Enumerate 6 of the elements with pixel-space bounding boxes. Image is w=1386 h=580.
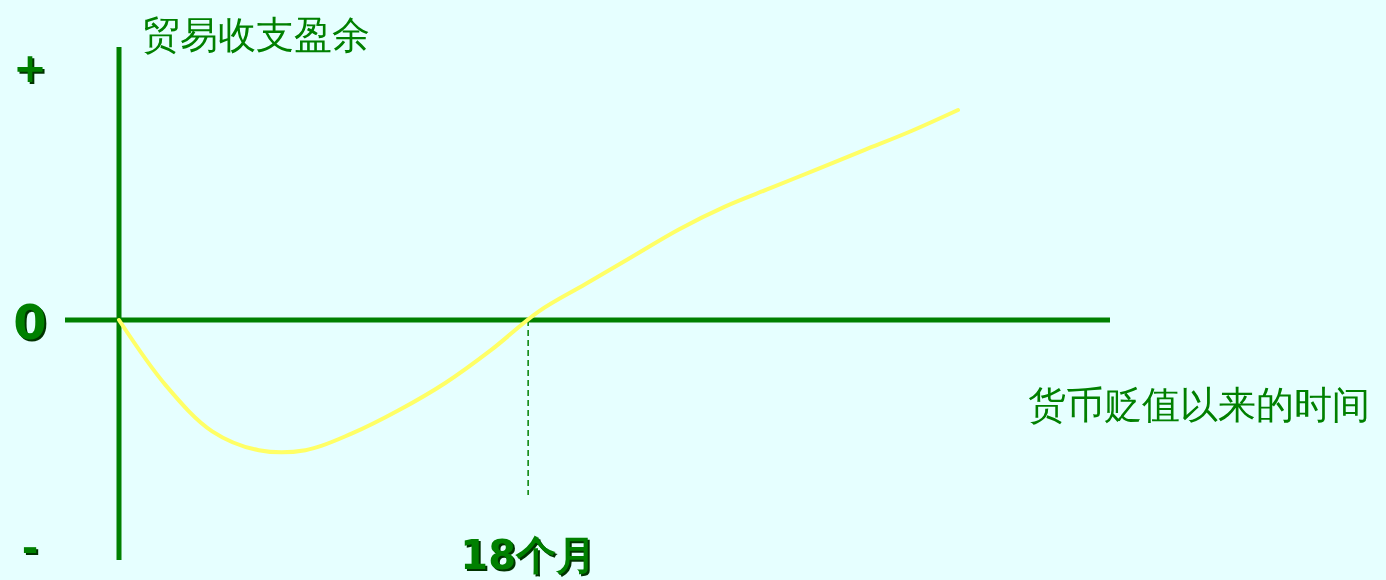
y-axis-title: 贸易收支盈余: [142, 13, 370, 57]
text: 0: [15, 295, 49, 352]
text: +: [15, 47, 49, 93]
text: 18个月: [460, 532, 596, 578]
text: -: [21, 525, 39, 571]
x-axis-title: 货币贬值以来的时间: [1028, 383, 1370, 427]
